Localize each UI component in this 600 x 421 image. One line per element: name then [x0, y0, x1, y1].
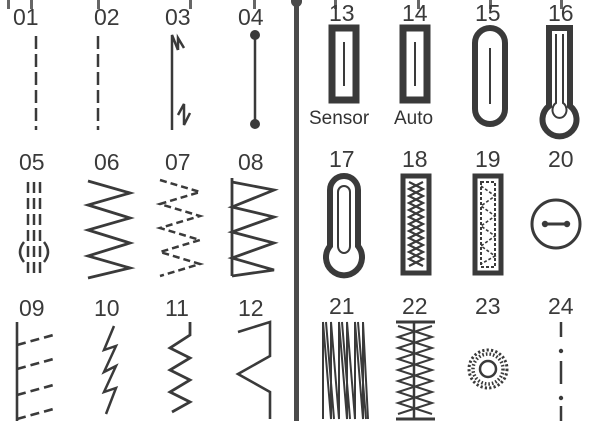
stitch-number-02: 02 [94, 4, 120, 30]
eyelet-icon [469, 350, 507, 388]
darning-stitch-icon [20, 182, 48, 275]
top-tick [97, 0, 100, 9]
rounded-buttonhole-icon [475, 28, 505, 124]
auto-label: Auto [394, 108, 434, 129]
stitch-number-24: 24 [548, 293, 574, 319]
divider-cap [291, 0, 302, 7]
buttonhole-auto-icon [403, 28, 427, 100]
stitch-number-06: 06 [94, 149, 120, 175]
top-tick [334, 0, 337, 9]
stretch-stitch-icon [104, 326, 116, 414]
tacking-stitch-icon [250, 30, 260, 129]
stitch-number-03: 03 [165, 4, 191, 30]
stitch-number-22: 22 [402, 293, 428, 319]
stitch-number-10: 10 [94, 295, 120, 321]
stitch-number-04: 04 [238, 4, 264, 30]
zigzag-stitch-icon [88, 181, 130, 278]
column-divider [294, 0, 299, 421]
top-tick [489, 0, 492, 9]
sensor-label: Sensor [309, 108, 370, 129]
keyhole-buttonhole-icon [543, 28, 577, 136]
button-sewing-icon [532, 200, 580, 248]
stitch-number-14: 14 [402, 0, 428, 26]
overlock-stitch-icon [232, 178, 274, 276]
blind-hem-stitch-icon [17, 322, 57, 421]
stitch-number-23: 23 [475, 293, 501, 319]
stitch-number-05: 05 [19, 149, 45, 175]
stitch-number-15: 15 [475, 0, 501, 26]
stitch-number-07: 07 [165, 149, 191, 175]
stitch-number-09: 09 [19, 295, 45, 321]
stitch-number-08: 08 [238, 149, 264, 175]
stitch-number-16: 16 [548, 0, 574, 26]
top-tick [417, 0, 420, 9]
top-tick [189, 0, 192, 9]
top-tick [7, 0, 10, 9]
stitch-number-01: 01 [13, 4, 39, 30]
stitch-number-12: 12 [238, 295, 264, 321]
stitch-number-13: 13 [329, 0, 355, 26]
keyhole-buttonhole-icon [326, 176, 362, 275]
stitch-number-20: 20 [548, 146, 574, 172]
blanket-stitch-icon [238, 322, 270, 419]
top-tick [253, 0, 256, 9]
decorative-zigzag-band-icon [403, 176, 429, 273]
stitch-number-21: 21 [329, 293, 355, 319]
stitch-number-11: 11 [165, 295, 189, 321]
buttonhole-sensor-icon [332, 28, 356, 100]
top-tick [30, 0, 33, 9]
stitch-number-19: 19 [475, 146, 501, 172]
triple-stretch-stitch-icon [172, 35, 190, 130]
basting-stitch-icon [558, 322, 564, 421]
fagoting-stitch-icon [323, 322, 368, 419]
stitch-number-17: 17 [329, 146, 355, 172]
stitch-number-18: 18 [402, 146, 428, 172]
three-step-zigzag-icon [160, 180, 200, 276]
decorative-dotted-band-icon [475, 176, 501, 273]
top-tick [560, 0, 563, 9]
feather-stitch-icon [396, 322, 435, 419]
rick-rack-stitch-icon [170, 322, 190, 412]
